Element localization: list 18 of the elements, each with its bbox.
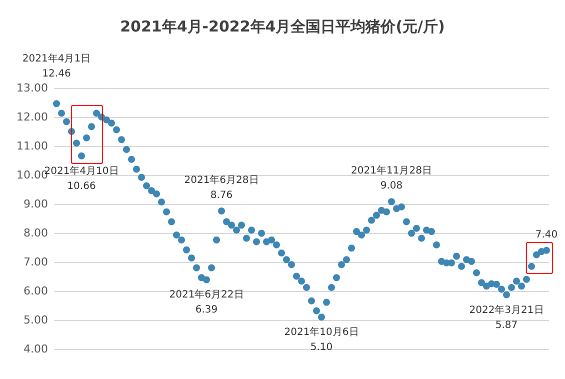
annotation: 2021年10月6日 5.10	[284, 326, 359, 354]
y-tick-label: 5.00	[24, 314, 48, 326]
y-tick-label: 7.00	[24, 256, 48, 268]
y-tick-label: 4.00	[24, 342, 48, 356]
y-tick-label: 8.00	[24, 226, 48, 240]
annotation: 2021年4月1日 12.46	[22, 52, 91, 80]
y-tick-label: 6.00	[24, 284, 48, 298]
annotation: 2021年6月28日 8.76	[184, 174, 259, 201]
annotation: 2022年3月21日 5.87	[469, 304, 544, 331]
annotation: 2021年6月22日 6.39	[169, 288, 244, 316]
y-tick-label: 11.00	[16, 140, 48, 152]
y-tick-label: 9.00	[24, 198, 48, 210]
annotation: 2021年11月28日 9.08	[351, 164, 432, 192]
y-tick-label: 13.00	[16, 82, 48, 94]
y-tick-label: 12.00	[16, 110, 48, 124]
y-tick-label: 10.00	[16, 168, 48, 182]
chart-title: 2021年4月-2022年4月全国日平均猪价(元/斤)	[120, 18, 445, 36]
annotation: 7.40	[535, 229, 558, 240]
